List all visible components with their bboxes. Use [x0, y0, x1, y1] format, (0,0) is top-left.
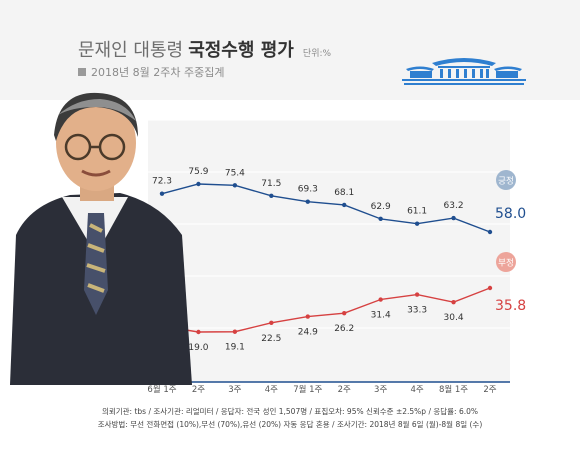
x-tick-label: 2주	[338, 385, 351, 395]
president-portrait-icon	[10, 92, 192, 385]
data-point	[305, 314, 310, 319]
chart-plot: 72.3 75.9 75.4 71.5 69.3 68.1 62.9 61.1 63.2 58.0…	[152, 167, 526, 353]
data-label: 26.2	[334, 324, 354, 334]
x-tick-label: 6월 1주	[147, 384, 176, 395]
data-point	[451, 299, 456, 305]
data-label: 69.3	[298, 185, 318, 195]
chart-grid	[148, 119, 510, 383]
x-tick-label: 2주	[192, 385, 205, 395]
chart-background	[148, 120, 510, 382]
title: 문재인 대통령 국정수행 평가 단위:%	[78, 36, 331, 62]
footer-line-2: 조사방법: 무선 전화면접 (10%),무선 (70%),유선 (20%) 자동…	[97, 420, 483, 429]
data-point	[269, 193, 274, 198]
data-label: 35.8	[495, 298, 526, 314]
data-label: 19.0	[188, 343, 208, 353]
data-label: 68.1	[334, 188, 354, 198]
legend-label: 부정	[498, 258, 514, 269]
blue-house-emblem-icon	[402, 58, 526, 85]
data-point	[305, 199, 310, 204]
legend-badge-approve-icon	[496, 170, 516, 190]
subtitle-text: 2018년 8월 2주차 주중집계	[91, 66, 225, 79]
data-point	[414, 221, 420, 226]
data-point	[269, 320, 274, 326]
data-point	[342, 310, 347, 316]
legend-badge-disapprove-icon	[496, 252, 516, 272]
data-label: 33.3	[407, 306, 427, 316]
data-label: 30.4	[444, 313, 464, 323]
series-line-disapprove	[161, 287, 491, 333]
data-label: 22.5	[261, 334, 281, 344]
x-tick-label: 7월 1주	[293, 384, 322, 395]
data-label: 71.5	[261, 179, 281, 189]
data-point	[451, 215, 456, 221]
data-point	[232, 183, 238, 188]
data-label: 62.9	[371, 202, 391, 212]
data-label: 63.2	[444, 201, 464, 211]
data-point	[378, 216, 383, 222]
x-tick-label: 3주	[228, 385, 241, 395]
data-label: 58.0	[495, 206, 526, 222]
data-label: 61.1	[407, 207, 427, 217]
data-label: 24.9	[298, 328, 318, 338]
subtitle-bullet-icon	[78, 68, 86, 76]
x-tick-label: 8월 1주	[439, 384, 468, 395]
data-point	[487, 285, 493, 291]
data-label: 72.3	[152, 177, 172, 187]
x-tick-label: 3주	[374, 385, 387, 395]
x-axis-ticks: 6월 1주 2주 3주 4주 7월 1주 2주 3주 4주 8월 1주 2주	[147, 384, 496, 395]
x-tick-label: 4주	[265, 385, 278, 395]
series-line-approve	[161, 183, 491, 233]
x-tick-label: 4주	[410, 385, 423, 395]
data-label: 75.9	[188, 167, 208, 177]
footer-line-1: 의뢰기관: tbs / 조사기관: 리얼미터 / 응답자: 전국 성인 1,50…	[101, 407, 479, 416]
data-point	[378, 297, 383, 302]
data-label: 19.1	[225, 343, 245, 353]
data-point	[196, 329, 201, 335]
data-label: 31.4	[371, 311, 391, 321]
data-point	[159, 191, 165, 196]
subtitle: 2018년 8월 2주차 주중집계	[78, 64, 224, 80]
data-point	[232, 329, 238, 334]
data-point	[414, 292, 420, 297]
data-point	[487, 229, 493, 235]
data-point	[196, 181, 201, 187]
legend-label: 긍정	[498, 176, 514, 187]
data-label: 75.4	[225, 168, 245, 178]
unit-label: 단위:%	[302, 49, 332, 59]
data-point	[342, 202, 347, 208]
x-tick-label: 2주	[483, 385, 496, 395]
title-main: 문재인 대통령	[78, 40, 184, 61]
title-strong: 국정수행 평가	[188, 40, 294, 61]
footer: 의뢰기관: tbs / 조사기관: 리얼미터 / 응답자: 전국 성인 1,50…	[0, 405, 580, 431]
